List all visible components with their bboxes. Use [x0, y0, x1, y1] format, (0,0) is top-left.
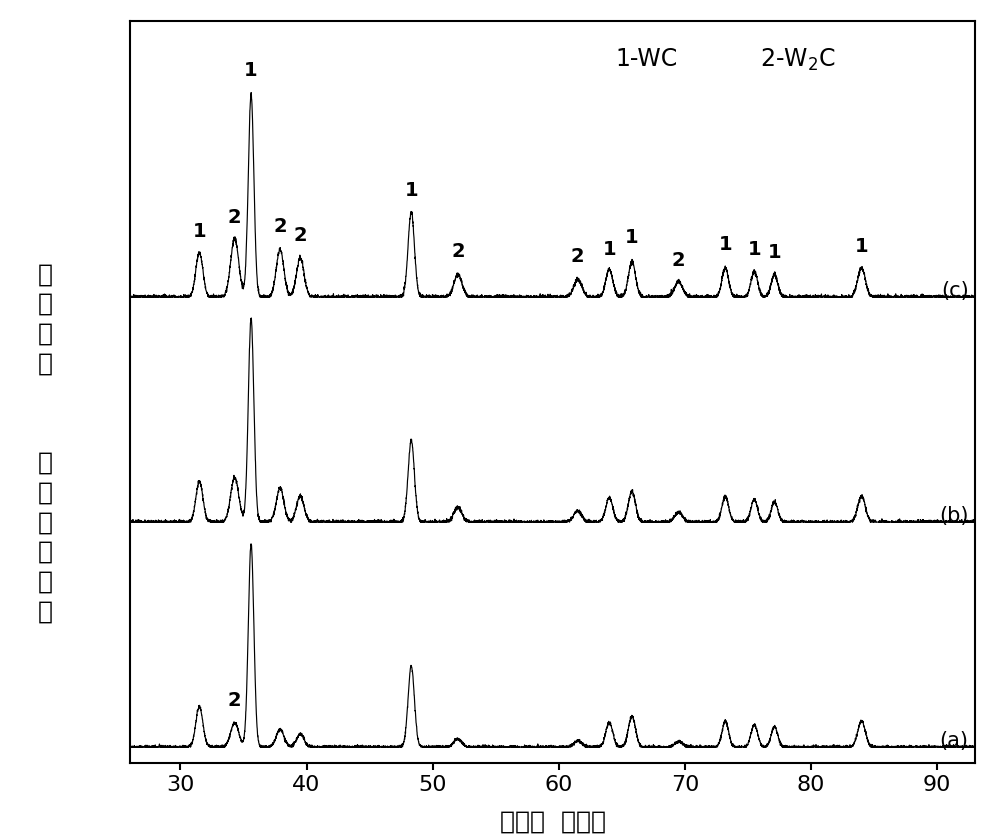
Text: 1: 1 — [625, 228, 639, 248]
Text: 1: 1 — [404, 181, 418, 200]
Text: 2: 2 — [228, 691, 241, 711]
Text: 2: 2 — [273, 217, 287, 236]
Text: 2: 2 — [571, 247, 585, 266]
Text: 1-WC: 1-WC — [616, 47, 678, 71]
Text: (b): (b) — [939, 506, 969, 526]
Text: 2-W$_2$C: 2-W$_2$C — [760, 47, 835, 73]
Text: (a): (a) — [940, 731, 969, 751]
Text: 2: 2 — [451, 242, 465, 261]
Text: 衍
射
强
度: 衍 射 强 度 — [38, 263, 52, 375]
Text: 1: 1 — [747, 241, 761, 259]
Text: 2: 2 — [293, 226, 307, 245]
Text: 1: 1 — [855, 237, 868, 257]
Text: 2: 2 — [672, 251, 685, 270]
X-axis label: 衍射角  （度）: 衍射角 （度） — [500, 809, 606, 833]
Text: (c): (c) — [941, 281, 969, 301]
Text: 1: 1 — [193, 222, 206, 242]
Text: 2: 2 — [228, 208, 241, 227]
Text: 1: 1 — [244, 61, 258, 81]
Text: （
任
意
单
位
）: （ 任 意 单 位 ） — [38, 451, 52, 623]
Text: 1: 1 — [602, 240, 616, 258]
Text: 1: 1 — [718, 235, 732, 253]
Text: 1: 1 — [768, 243, 781, 262]
